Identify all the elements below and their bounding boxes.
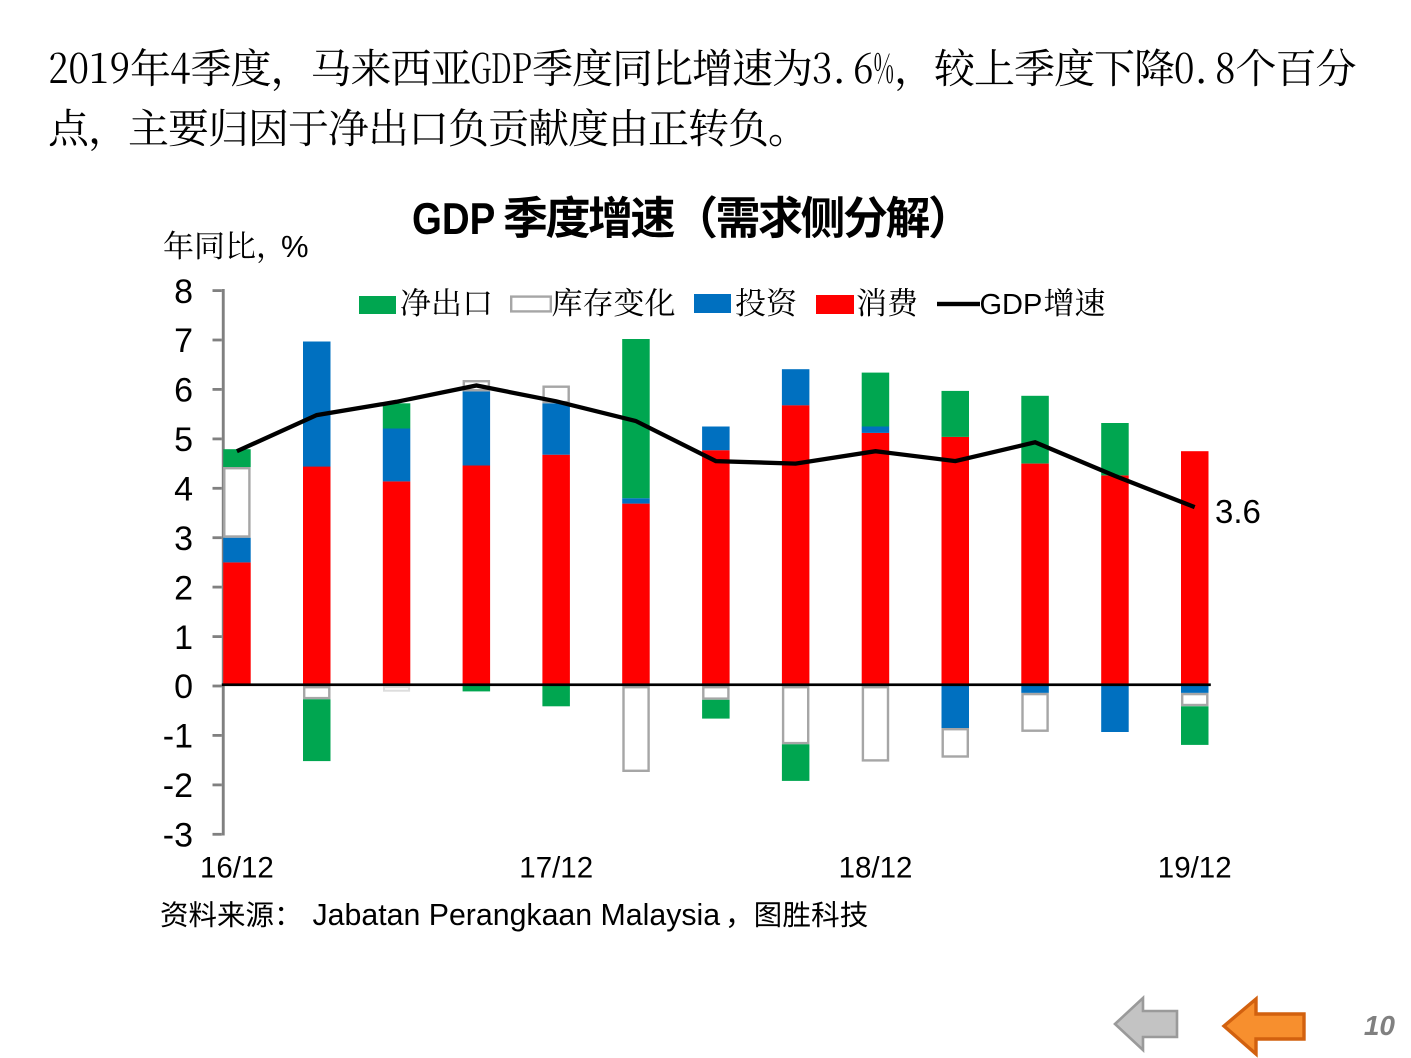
svg-text:18/12: 18/12 — [839, 852, 913, 885]
svg-text:17/12: 17/12 — [519, 852, 593, 885]
svg-text:8: 8 — [174, 273, 193, 311]
svg-text:1: 1 — [174, 619, 193, 657]
svg-text:2: 2 — [174, 569, 193, 607]
svg-text:%: % — [281, 229, 309, 264]
svg-text:3.6: 3.6 — [1215, 493, 1261, 530]
svg-text:6: 6 — [174, 372, 193, 410]
svg-text:0: 0 — [174, 668, 193, 706]
svg-text:19/12: 19/12 — [1158, 852, 1232, 885]
svg-text:7: 7 — [174, 322, 193, 360]
svg-text:-1: -1 — [163, 718, 193, 756]
svg-text:GDP: GDP — [980, 289, 1043, 321]
svg-text:3: 3 — [174, 520, 193, 558]
svg-text:10: 10 — [1364, 1010, 1396, 1041]
svg-text:Jabatan Perangkaan Malaysia: Jabatan Perangkaan Malaysia — [313, 899, 721, 932]
svg-text:5: 5 — [174, 421, 193, 459]
svg-text:-2: -2 — [163, 767, 193, 805]
svg-text:4: 4 — [174, 471, 193, 509]
svg-text:-3: -3 — [163, 817, 193, 855]
svg-text:16/12: 16/12 — [200, 852, 274, 885]
